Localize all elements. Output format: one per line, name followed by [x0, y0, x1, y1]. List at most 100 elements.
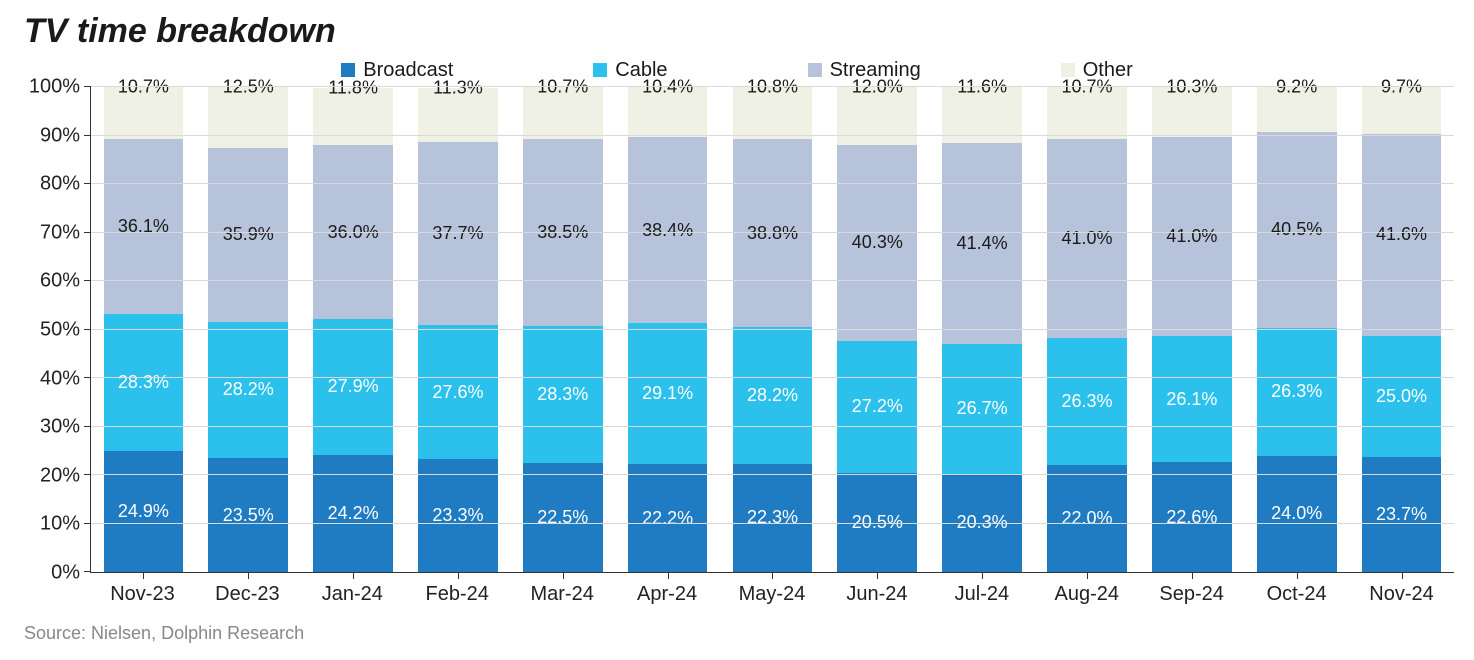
x-axis-label: Jun-24 [824, 573, 929, 619]
y-axis-label: 80% [40, 173, 80, 196]
bar-segment-other: 10.3% [1152, 87, 1232, 137]
x-axis-label: Jan-24 [300, 573, 405, 619]
gridline [91, 377, 1454, 378]
x-axis-label: Feb-24 [405, 573, 510, 619]
bar-slot: 24.9%28.3%36.1%10.7% [91, 87, 196, 572]
y-axis-tick [84, 426, 91, 427]
gridline [91, 474, 1454, 475]
bar-slot: 23.5%28.2%35.9%12.5% [196, 87, 301, 572]
bar-segment-cable: 28.3% [523, 326, 603, 463]
bar-segment-streaming: 40.3% [837, 145, 917, 340]
legend-swatch [1061, 63, 1075, 77]
x-axis-tick [563, 572, 564, 579]
bar-value-label: 12.5% [223, 77, 274, 98]
bar-segment-cable: 26.3% [1047, 338, 1127, 466]
gridline [91, 135, 1454, 136]
x-axis-tick [1087, 572, 1088, 579]
bar-segment-broadcast: 23.5% [208, 458, 288, 572]
y-axis-label: 30% [40, 416, 80, 439]
bar-segment-cable: 27.6% [418, 325, 498, 459]
bar-segment-cable: 26.3% [1257, 328, 1337, 456]
x-axis-tick [772, 572, 773, 579]
gridline [91, 86, 1454, 87]
chart-container: TV time breakdown BroadcastCableStreamin… [0, 0, 1474, 660]
bar-segment-other: 10.8% [733, 87, 813, 139]
plot-area: 0%10%20%30%40%50%60%70%80%90%100% 24.9%2… [20, 87, 1454, 573]
bar: 23.7%25.0%41.6%9.7% [1362, 87, 1442, 572]
bar-slot: 22.3%28.2%38.8%10.8% [720, 87, 825, 572]
bar-segment-streaming: 41.4% [942, 143, 1022, 344]
x-axis-label: Nov-23 [90, 573, 195, 619]
gridline [91, 329, 1454, 330]
bar-segment-streaming: 41.6% [1362, 134, 1442, 336]
bar: 22.2%29.1%38.4%10.4% [628, 87, 708, 572]
bar-segment-cable: 27.9% [313, 319, 393, 454]
gridline [91, 280, 1454, 281]
legend-swatch [341, 63, 355, 77]
y-axis-label: 100% [29, 76, 80, 99]
bar-value-label: 11.6% [957, 77, 1007, 98]
bar-segment-broadcast: 22.0% [1047, 465, 1127, 572]
bar-slot: 22.2%29.1%38.4%10.4% [615, 87, 720, 572]
x-axis-tick [668, 572, 669, 579]
bar: 22.0%26.3%41.0%10.7% [1047, 87, 1127, 572]
bar-segment-broadcast: 23.3% [418, 459, 498, 572]
y-axis-label: 70% [40, 221, 80, 244]
x-axis-label: Mar-24 [510, 573, 615, 619]
x-axis: Nov-23Dec-23Jan-24Feb-24Mar-24Apr-24May-… [90, 573, 1454, 619]
bar-segment-cable: 28.2% [208, 322, 288, 459]
bar-segment-streaming: 38.4% [628, 137, 708, 323]
y-axis-tick [84, 571, 91, 572]
gridline [91, 232, 1454, 233]
bar-segment-broadcast: 24.2% [313, 455, 393, 572]
y-axis-tick [84, 86, 91, 87]
bar-slot: 24.0%26.3%40.5%9.2% [1244, 87, 1349, 572]
x-axis-label: May-24 [720, 573, 825, 619]
bar-segment-other: 12.5% [208, 87, 288, 148]
y-axis-tick [84, 329, 91, 330]
bar-segment-cable: 28.3% [104, 314, 184, 451]
y-axis-tick [84, 523, 91, 524]
bar-value-label: 9.2% [1276, 77, 1317, 98]
x-axis-label: Jul-24 [929, 573, 1034, 619]
bar-segment-streaming: 40.5% [1257, 132, 1337, 328]
bar-segment-broadcast: 22.5% [523, 463, 603, 572]
x-axis-label: Nov-24 [1349, 573, 1454, 619]
bar-value-label: 10.7% [537, 77, 588, 98]
y-axis: 0%10%20%30%40%50%60%70%80%90%100% [20, 87, 90, 573]
bar-segment-other: 10.4% [628, 87, 708, 137]
y-axis-tick [84, 474, 91, 475]
bar: 23.3%27.6%37.7%11.3% [418, 87, 498, 572]
plot: 24.9%28.3%36.1%10.7%23.5%28.2%35.9%12.5%… [90, 87, 1454, 573]
bar-segment-other: 11.8% [313, 88, 393, 145]
bar-value-label: 10.7% [1061, 77, 1112, 98]
y-axis-tick [84, 135, 91, 136]
x-axis-tick [143, 572, 144, 579]
y-axis-label: 0% [51, 562, 80, 585]
bar: 20.3%26.7%41.4%11.6% [942, 87, 1022, 572]
y-axis-label: 40% [40, 367, 80, 390]
y-axis-label: 20% [40, 464, 80, 487]
bar-segment-cable: 26.7% [942, 344, 1022, 473]
x-axis-tick [458, 572, 459, 579]
bar-slot: 22.5%28.3%38.5%10.7% [510, 87, 615, 572]
x-axis-label: Sep-24 [1139, 573, 1244, 619]
bar-segment-streaming: 37.7% [418, 142, 498, 325]
bar-slot: 20.3%26.7%41.4%11.6% [930, 87, 1035, 572]
bar-segment-broadcast: 24.9% [104, 451, 184, 572]
x-axis-label: Oct-24 [1244, 573, 1349, 619]
bars: 24.9%28.3%36.1%10.7%23.5%28.2%35.9%12.5%… [91, 87, 1454, 572]
bar-segment-streaming: 38.8% [733, 139, 813, 327]
y-axis-label: 60% [40, 270, 80, 293]
x-axis-tick [1402, 572, 1403, 579]
gridline [91, 523, 1454, 524]
legend-swatch [593, 63, 607, 77]
bar-segment-streaming: 35.9% [208, 148, 288, 322]
bar-segment-other: 10.7% [523, 87, 603, 139]
bar-segment-streaming: 36.1% [104, 139, 184, 314]
bar-segment-cable: 29.1% [628, 323, 708, 464]
bar-segment-broadcast: 22.2% [628, 464, 708, 572]
x-axis-tick [248, 572, 249, 579]
bar-segment-broadcast: 22.6% [1152, 462, 1232, 572]
bar-value-label: 12.0% [852, 77, 903, 98]
